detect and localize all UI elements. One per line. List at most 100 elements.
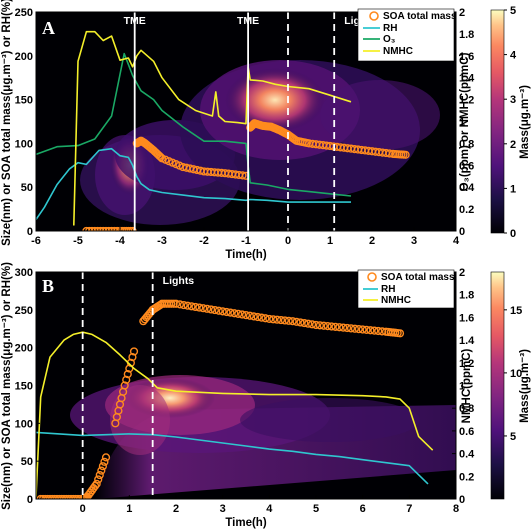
x-tick-label: 7 <box>406 503 412 515</box>
y-tick-label: 100 <box>15 418 33 430</box>
soa-point <box>101 226 111 231</box>
series-soa-total-mass <box>82 119 410 231</box>
colorbar-tick-label: 1 <box>510 183 516 195</box>
soa-point <box>113 226 122 231</box>
x-tick-label: 4 <box>266 503 273 515</box>
soa-point <box>110 226 119 231</box>
soa-point <box>331 322 340 331</box>
soa-point <box>187 302 196 311</box>
soa-point <box>395 329 405 338</box>
soa-point <box>99 226 108 231</box>
soa-point <box>292 317 301 326</box>
soa-point <box>128 226 137 231</box>
x-tick-label: -2 <box>199 235 209 247</box>
legend-nmhc-label: NMHC <box>381 295 411 306</box>
event-marker-label: TME <box>237 15 259 27</box>
soa-point <box>327 322 336 331</box>
panel-b-y2label: NMHC(ppmC) <box>461 348 473 423</box>
y-tick-label: 0 <box>27 494 33 506</box>
soa-point <box>249 312 258 321</box>
soa-point <box>92 479 101 488</box>
panel-a-heatmap <box>80 60 440 225</box>
soa-point <box>222 307 231 317</box>
soa-point <box>93 226 102 231</box>
panel-a-ylabel: Size(nm) or SOA total mass(μg.m⁻³) or RH… <box>1 0 13 246</box>
soa-point <box>100 457 109 466</box>
soa-point <box>38 494 48 499</box>
soa-point <box>87 226 97 231</box>
soa-point <box>350 324 359 333</box>
event-marker-label: Lights <box>163 275 195 287</box>
event-marker-label: TME <box>124 15 146 27</box>
colorbar-b-label: Mass(μg.m⁻³) <box>519 349 531 423</box>
soa-point <box>203 304 212 313</box>
soa-point <box>245 311 254 320</box>
soa-point <box>385 149 394 158</box>
y2-tick-label: 1.6 <box>459 312 474 324</box>
y2-tick-label: 1.2 <box>459 95 474 107</box>
soa-point <box>122 375 131 384</box>
soa-point <box>358 325 367 334</box>
y2-tick-label: 1.4 <box>459 73 475 85</box>
soa-point <box>374 326 383 336</box>
soa-point <box>129 347 139 356</box>
x-tick-label: 2 <box>173 503 179 515</box>
soa-point <box>210 305 219 315</box>
y2-tick-label: 1.8 <box>459 290 474 302</box>
soa-point <box>362 325 371 334</box>
colorbar-tick-label: 10 <box>510 368 522 380</box>
y-tick-label: 150 <box>15 95 33 107</box>
panel-b: Lights B 0 1 2 3 4 5 6 7 805010015020025030000.2… <box>1 262 531 529</box>
soa-point <box>273 315 282 324</box>
colorbar-tick-label: 5 <box>510 5 516 17</box>
soa-point <box>98 462 107 471</box>
x-tick-label: 2 <box>369 235 375 247</box>
legend-soa-marker <box>367 272 377 282</box>
y2-tick-label: 0.8 <box>459 138 474 150</box>
soa-point <box>191 302 200 312</box>
y-tick-label: 200 <box>15 343 33 355</box>
soa-point <box>234 309 243 318</box>
soa-point <box>73 494 83 499</box>
soa-point <box>43 494 52 499</box>
legend-rh-label: RH <box>383 23 397 34</box>
colorbar-tick-label: 0 <box>510 228 516 240</box>
x-tick-label: 0 <box>80 503 86 515</box>
soa-point <box>218 307 227 316</box>
soa-point <box>354 325 363 334</box>
y-tick-label: 50 <box>21 456 33 468</box>
y2-tick-label: 0.4 <box>459 449 475 461</box>
soa-point <box>55 494 64 499</box>
panel-b-series-layer <box>36 299 434 499</box>
y-tick-label: 150 <box>15 381 33 393</box>
series-nmhc-line <box>73 30 352 226</box>
soa-point <box>82 226 91 231</box>
soa-point <box>257 313 266 322</box>
soa-point <box>128 353 137 362</box>
y2-tick-label: 0 <box>459 226 465 238</box>
soa-point <box>104 226 113 231</box>
y-tick-label: 100 <box>15 138 33 150</box>
panel-b-axes: 0 1 2 3 4 5 6 7 805010015020025030000.20.40.60.8… <box>15 267 476 515</box>
soa-point <box>183 301 192 310</box>
y-tick-label: 0 <box>27 226 33 238</box>
panel-b-letter: B <box>42 276 54 296</box>
y2-tick-label: 0.2 <box>459 471 474 483</box>
y-tick-label: 200 <box>15 51 33 63</box>
soa-point <box>57 494 66 499</box>
soa-point <box>199 304 208 313</box>
x-tick-label: -3 <box>157 235 167 247</box>
soa-point <box>269 315 278 324</box>
panel-b-ylabel: Size(nm) or SOA total mass(μg.m⁻³) or RH… <box>1 262 13 510</box>
legend-soa-marker <box>369 11 379 21</box>
soa-point <box>253 312 262 322</box>
y2-tick-label: 2 <box>459 267 465 279</box>
soa-point <box>323 322 332 331</box>
soa-point <box>401 150 410 159</box>
x-tick-label: 3 <box>220 503 226 515</box>
colorbar-a <box>490 9 505 234</box>
x-tick-label: -6 <box>31 235 41 247</box>
soa-point <box>101 453 111 462</box>
colorbar-a-ticks: 0 1 2 3 4 5 <box>504 5 517 240</box>
legend-box <box>357 8 455 62</box>
